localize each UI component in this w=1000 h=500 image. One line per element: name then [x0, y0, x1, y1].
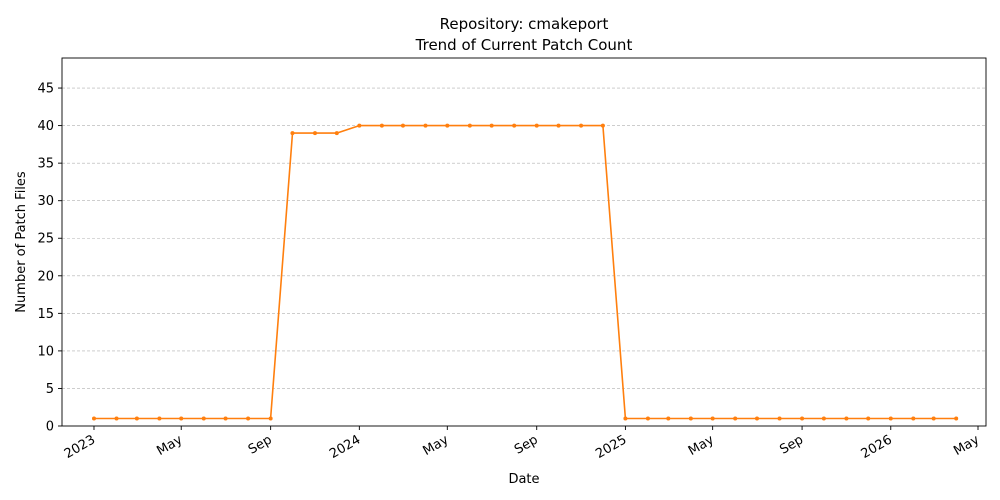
data-point	[911, 416, 916, 421]
chart-title: Repository: cmakeport	[440, 15, 609, 33]
y-axis-ticks: 0 5 10 15 20 25 30 35 40 45	[37, 82, 62, 435]
data-point	[666, 416, 671, 421]
data-point	[268, 416, 273, 421]
x-axis-label: Date	[508, 472, 539, 487]
y-tick-label: 30	[37, 194, 54, 209]
chart-subtitle: Trend of Current Patch Count	[415, 36, 633, 54]
x-tick-label: 2026	[859, 432, 895, 462]
y-tick-label: 5	[46, 382, 54, 397]
x-tick-label: 2025	[593, 432, 629, 462]
y-tick-label: 20	[37, 269, 54, 284]
x-tick-label: Sep	[246, 432, 275, 457]
data-point	[246, 416, 251, 421]
data-point	[888, 416, 893, 421]
data-point	[179, 416, 184, 421]
y-tick-label: 45	[37, 82, 54, 97]
data-point	[733, 416, 738, 421]
data-point	[223, 416, 228, 421]
y-axis-label: Number of Patch Files	[14, 171, 29, 313]
data-point	[379, 123, 384, 128]
data-point	[600, 123, 605, 128]
y-tick-label: 15	[37, 307, 54, 322]
data-point	[556, 123, 561, 128]
data-point	[423, 123, 428, 128]
data-point	[334, 131, 339, 136]
x-tick-label: May	[686, 432, 717, 459]
data-point	[445, 123, 450, 128]
data-point	[645, 416, 650, 421]
y-tick-label: 40	[37, 119, 54, 134]
data-point	[91, 416, 96, 421]
data-point	[931, 416, 936, 421]
x-tick-label: 2024	[327, 432, 363, 462]
data-point	[114, 416, 119, 421]
series-line	[94, 124, 957, 420]
y-tick-label: 35	[37, 157, 54, 172]
gridlines	[62, 87, 986, 389]
data-point	[534, 123, 539, 128]
data-point	[489, 123, 494, 128]
data-point	[400, 123, 405, 128]
data-point	[954, 416, 959, 421]
x-tick-label: May	[421, 432, 452, 459]
data-point	[754, 416, 759, 421]
data-point	[157, 416, 162, 421]
data-point	[800, 416, 805, 421]
data-point	[710, 416, 715, 421]
data-point	[290, 131, 295, 136]
data-point	[201, 416, 206, 421]
data-point	[357, 123, 362, 128]
data-point	[821, 416, 826, 421]
series-layer	[91, 123, 959, 421]
y-tick-label: 0	[46, 420, 54, 435]
x-tick-label: Sep	[512, 432, 541, 457]
data-point	[467, 123, 472, 128]
x-tick-label: Sep	[777, 432, 806, 457]
data-point	[688, 416, 693, 421]
x-tick-label: 2023	[62, 432, 98, 462]
data-point	[866, 416, 871, 421]
x-axis-ticks: 2023 May Sep 2024 May Sep 2025 May Sep 2026 May	[62, 426, 982, 462]
data-point	[312, 131, 317, 136]
data-point	[579, 123, 584, 128]
data-point	[512, 123, 517, 128]
data-point	[777, 416, 782, 421]
data-point	[623, 416, 628, 421]
plot-frame	[61, 57, 987, 427]
y-tick-label: 10	[37, 344, 54, 359]
data-point	[844, 416, 849, 421]
x-tick-label: May	[154, 432, 185, 459]
data-point	[134, 416, 139, 421]
x-tick-label: May	[951, 432, 982, 459]
y-tick-label: 25	[37, 232, 54, 247]
